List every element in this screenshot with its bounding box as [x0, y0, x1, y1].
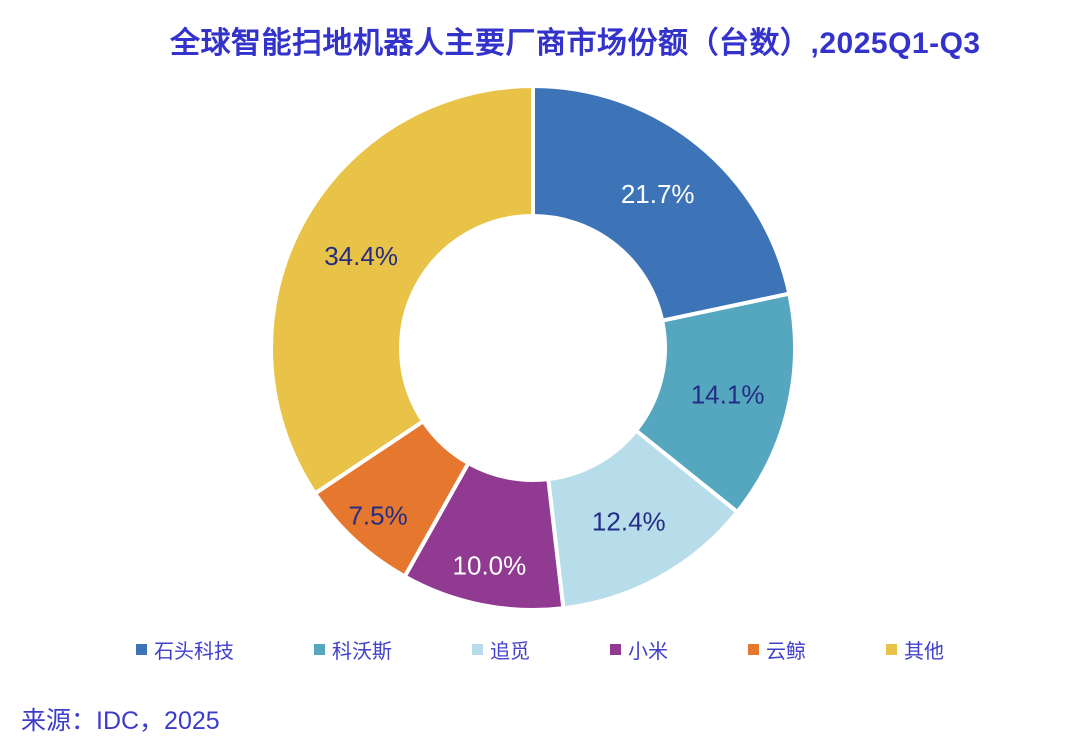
donut-slice-others — [269, 84, 535, 496]
legend-item-ecovacs: 科沃斯 — [314, 635, 392, 664]
legend-swatch-roborock — [136, 644, 147, 655]
legend-swatch-narwal — [748, 644, 759, 655]
legend-label-others: 其他 — [904, 641, 944, 663]
slice-label-roborock: 21.7% — [621, 179, 695, 209]
legend-item-narwal: 云鲸 — [748, 635, 806, 664]
legend-label-xiaomi: 小米 — [628, 641, 668, 663]
legend-swatch-xiaomi — [610, 644, 621, 655]
legend-label-ecovacs: 科沃斯 — [332, 641, 392, 663]
legend-swatch-ecovacs — [314, 644, 325, 655]
slice-label-others: 34.4% — [324, 241, 398, 271]
chart-title: 全球智能扫地机器人主要厂商市场份额（台数）,2025Q1-Q3 — [170, 27, 981, 60]
donut-slice-ecovacs — [633, 291, 797, 514]
slice-label-ecovacs: 14.1% — [691, 379, 765, 409]
legend-item-xiaomi: 小米 — [610, 635, 668, 664]
slice-label-dreame: 12.4% — [592, 506, 666, 536]
legend-label-dreame: 追觅 — [490, 641, 530, 663]
slice-label-narwal: 7.5% — [348, 500, 407, 530]
slice-label-xiaomi: 10.0% — [453, 551, 527, 581]
legend-swatch-others — [886, 644, 897, 655]
source-note: 来源：IDC，2025 — [21, 707, 220, 735]
legend-item-dreame: 追觅 — [472, 635, 530, 664]
donut-slice-roborock — [531, 84, 792, 323]
legend-item-roborock: 石头科技 — [136, 635, 234, 664]
donut-slice-dreame — [546, 428, 740, 611]
chart-legend: 石头科技 科沃斯 追觅 小米 云鲸 其他 — [0, 635, 1080, 664]
legend-swatch-dreame — [472, 644, 483, 655]
legend-label-roborock: 石头科技 — [154, 641, 234, 663]
legend-item-others: 其他 — [886, 635, 944, 664]
legend-label-narwal: 云鲸 — [766, 641, 806, 663]
